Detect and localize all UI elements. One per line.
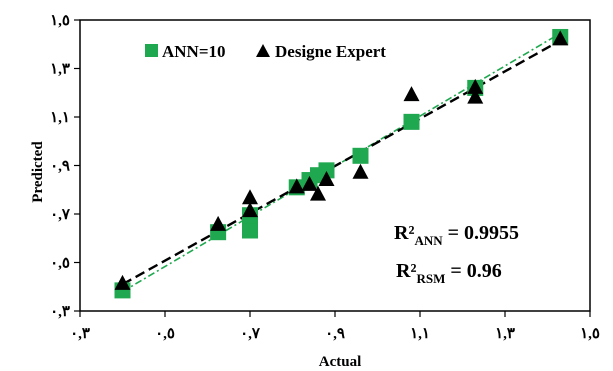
point-designe-expert <box>242 202 258 218</box>
r2-ann-subscript: ANN <box>414 233 443 248</box>
point-ann-10 <box>242 222 258 239</box>
point-ann-10 <box>403 113 420 130</box>
point-designe-expert <box>288 178 305 194</box>
y-tick-label: ٠,٥ <box>50 256 70 272</box>
y-tick-label: ٠,٧ <box>50 207 71 223</box>
legend-swatch-ann <box>145 44 158 57</box>
y-tick-label: ١,٥ <box>50 13 70 29</box>
legend: ANN=10 Designe Expert <box>145 42 386 61</box>
y-axis-title: Predicted <box>30 141 46 203</box>
x-tick-label: ١,١ <box>410 326 430 342</box>
point-designe-expert <box>352 163 369 179</box>
point-designe-expert <box>318 171 335 187</box>
y-tick-label: ٠,٩ <box>50 159 70 175</box>
r2-ann-prefix: R² <box>394 222 414 244</box>
x-tick-labels: ٠,٣ ٠,٥ ٠,٧ ٠,٩ ١,١ ١,٣ ١,٥ <box>70 326 600 342</box>
trendline-designe-expert <box>121 39 561 286</box>
point-designe-expert <box>403 86 420 102</box>
point-designe-expert <box>114 274 131 290</box>
legend-swatch-designe-expert <box>256 44 270 57</box>
r2-rsm-subscript: RSM <box>416 271 445 286</box>
r2-rsm-value: = 0.96 <box>445 260 501 282</box>
x-tick-label: ٠,٥ <box>155 326 175 342</box>
x-axis-title: Actual <box>319 354 362 370</box>
legend-label-designe-expert: Designe Expert <box>275 42 386 61</box>
point-designe-expert <box>242 189 258 205</box>
r2-ann-annotation: R²ANN = 0.9955 <box>394 222 519 248</box>
point-designe-expert <box>467 78 484 94</box>
x-tick-label: ١,٣ <box>495 326 515 342</box>
r2-rsm-annotation: R²RSM = 0.96 <box>396 260 502 286</box>
y-tick-label: ١,١ <box>50 110 70 126</box>
r2-rsm-prefix: R² <box>396 260 416 282</box>
trendline-ann-10 <box>122 32 561 293</box>
x-tick-label: ٠,٣ <box>70 326 90 342</box>
point-designe-expert <box>310 185 326 201</box>
x-tick-label: ٠,٩ <box>325 326 345 342</box>
point-ann-10 <box>352 147 369 164</box>
point-ann-10 <box>318 162 335 179</box>
axes <box>74 19 591 317</box>
point-designe-expert <box>552 30 569 46</box>
legend-label-ann: ANN=10 <box>162 42 226 61</box>
y-tick-label: ٠,٣ <box>50 304 70 320</box>
y-tick-labels: ٠,٣ ٠,٥ ٠,٧ ٠,٩ ١,١ ١,٣ ١,٥ <box>50 13 71 320</box>
data-points <box>114 28 569 299</box>
point-designe-expert <box>301 175 318 191</box>
trendlines <box>121 32 561 293</box>
point-designe-expert <box>467 88 484 104</box>
y-tick-label: ١,٣ <box>50 62 70 78</box>
r2-ann-value: = 0.9955 <box>443 222 519 244</box>
point-designe-expert <box>210 215 227 231</box>
x-tick-label: ١,٥ <box>580 326 600 342</box>
x-tick-label: ٠,٧ <box>240 326 261 342</box>
